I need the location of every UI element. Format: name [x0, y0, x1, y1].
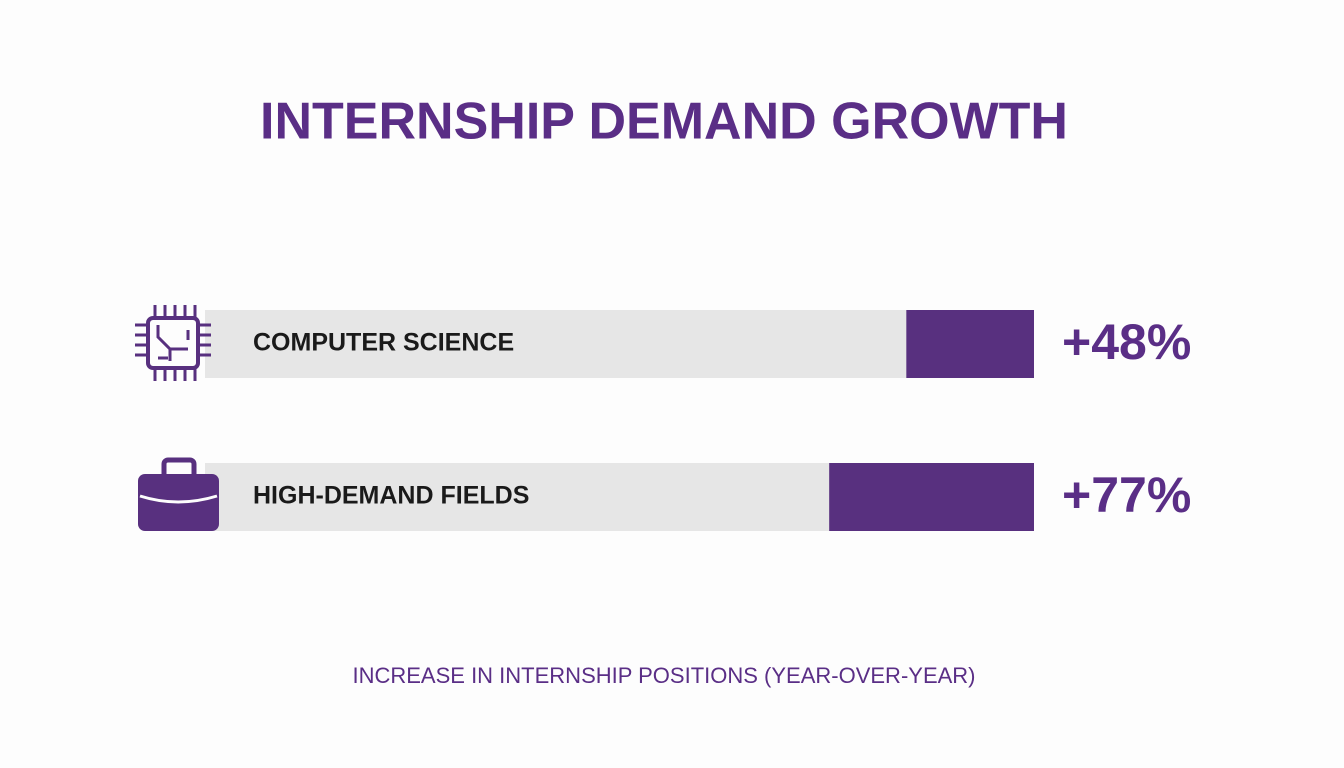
bar: [906, 310, 1034, 378]
bar-track: [205, 310, 1034, 378]
chip-icon: [135, 305, 211, 381]
value-label: +48%: [1062, 314, 1191, 370]
value-label: +77%: [1062, 467, 1191, 523]
category-label: COMPUTER SCIENCE: [253, 329, 514, 357]
chart-title: INTERNSHIP DEMAND GROWTH: [260, 93, 1068, 151]
caption: INCREASE IN INTERNSHIP POSITIONS (YEAR-O…: [352, 663, 975, 688]
bar: [829, 463, 1034, 531]
category-label: HIGH-DEMAND FIELDS: [253, 482, 529, 510]
briefcase-icon: [138, 457, 219, 531]
